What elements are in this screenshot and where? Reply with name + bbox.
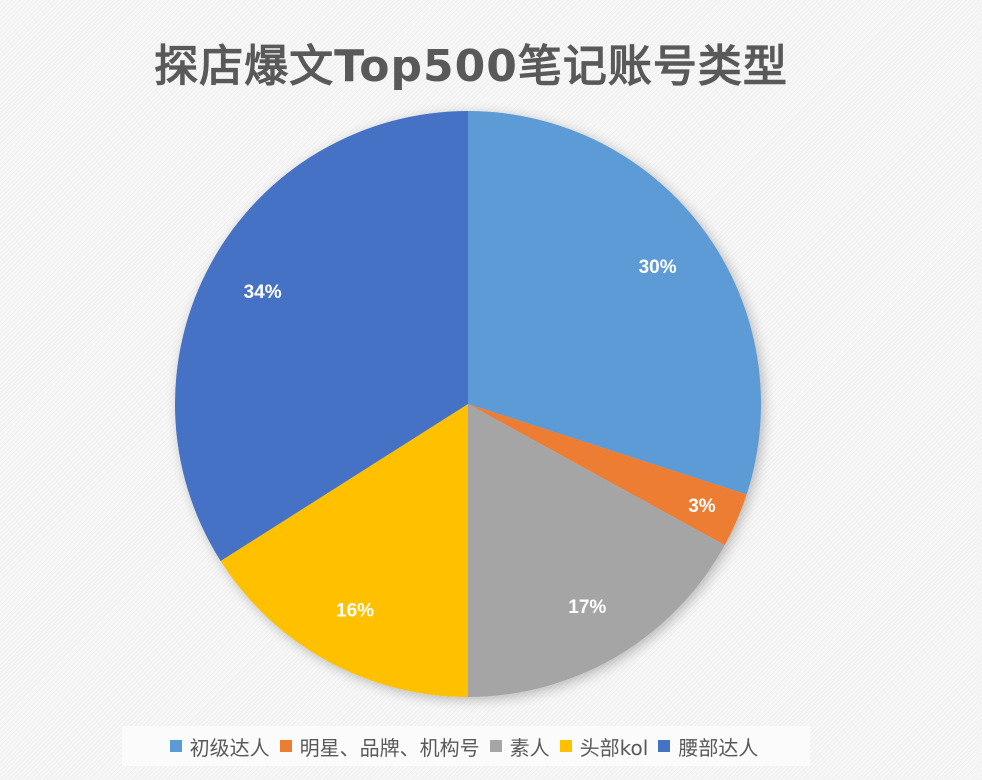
legend-label: 明星、品牌、机构号 xyxy=(299,735,480,760)
legend-item: 初级达人 xyxy=(169,732,270,761)
pie-slice xyxy=(468,111,761,495)
slice-data-label: 30% xyxy=(639,257,677,278)
legend-item: 腰部达人 xyxy=(658,732,758,761)
legend-label: 初级达人 xyxy=(189,735,270,760)
legend-label: 素人 xyxy=(509,735,550,760)
legend-swatch-icon xyxy=(169,740,182,752)
pie-data-labels: 30% 3% 17% 16% 34% xyxy=(244,257,716,621)
legend-swatch-icon xyxy=(279,740,292,752)
slice-data-label: 17% xyxy=(568,597,606,618)
slice-data-label: 16% xyxy=(336,600,374,621)
legend-item: 头部kol xyxy=(559,732,649,761)
legend-label: 头部kol xyxy=(579,735,649,760)
legend-swatch-icon xyxy=(489,740,502,752)
pie-slice xyxy=(174,110,468,561)
legend-label: 腰部达人 xyxy=(678,735,759,760)
pie-slice xyxy=(220,404,468,697)
legend-swatch-icon xyxy=(658,740,671,752)
pie-slices xyxy=(174,110,761,697)
slice-data-label: 3% xyxy=(688,496,716,517)
legend-swatch-icon xyxy=(559,740,572,752)
legend-item: 素人 xyxy=(489,732,550,761)
pie-slice xyxy=(468,404,725,697)
chart-title: 探店爆文Top500笔记账号类型 xyxy=(154,41,788,92)
chart-legend: 初级达人 明星、品牌、机构号 素人 头部kol 腰部达人 xyxy=(122,726,810,766)
slice-data-label: 34% xyxy=(244,282,282,303)
pie-slice xyxy=(468,404,747,546)
legend-item: 明星、品牌、机构号 xyxy=(279,732,480,761)
